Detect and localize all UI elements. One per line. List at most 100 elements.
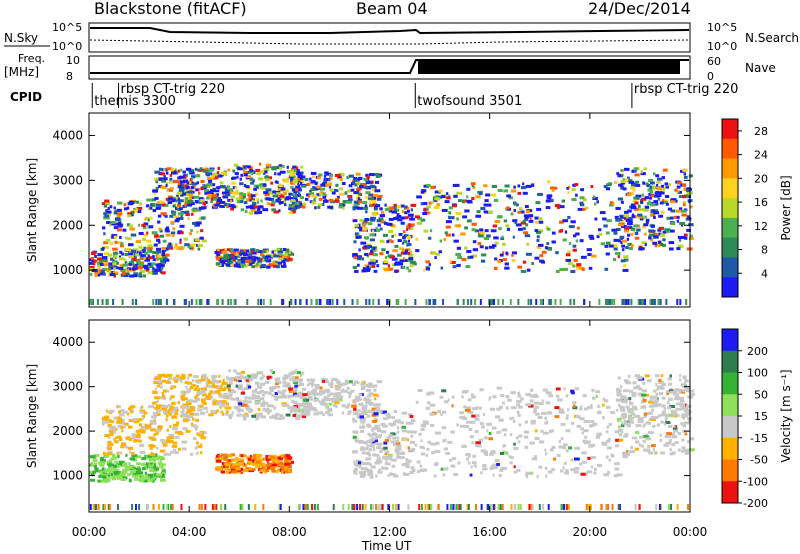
echo-cell: [375, 259, 378, 263]
echo-cell: [245, 259, 250, 263]
echo-cell: [268, 197, 275, 201]
echo-cell: [185, 390, 191, 394]
echo-cell: [467, 256, 470, 260]
echo-cell: [199, 236, 204, 240]
echo-cell: [580, 405, 583, 409]
echo-cell: [210, 183, 216, 187]
echo-cell: [551, 240, 556, 244]
echo-cell: [101, 226, 106, 230]
echo-cell: [370, 249, 374, 253]
echo-cell: [165, 184, 168, 188]
echo-cell: [123, 203, 127, 207]
echo-cell: [529, 394, 535, 398]
echo-cell: [687, 440, 691, 444]
echo-cell: [243, 184, 247, 188]
echo-cell: [610, 299, 613, 305]
echo-cell: [522, 182, 525, 186]
echo-cell: [636, 228, 641, 232]
echo-cell: [570, 220, 576, 224]
echo-cell: [161, 247, 166, 251]
echo-cell: [216, 454, 219, 458]
echo-cell: [655, 392, 659, 396]
echo-cell: [232, 169, 236, 173]
echo-cell: [237, 460, 243, 464]
echo-cell: [283, 200, 287, 204]
echo-cell: [625, 299, 628, 305]
echo-cell: [177, 400, 180, 404]
x-axis-label: Time UT: [361, 539, 412, 553]
echo-cell: [634, 183, 641, 187]
echo-cell: [591, 254, 597, 258]
echo-cell: [115, 436, 118, 440]
echo-cell: [118, 451, 123, 455]
echo-cell: [152, 255, 155, 259]
echo-cell: [423, 268, 426, 272]
echo-cell: [638, 387, 643, 391]
echo-cell: [508, 455, 512, 459]
echo-cell: [665, 415, 669, 419]
echo-cell: [238, 404, 242, 408]
echo-cell: [352, 417, 356, 421]
echo-cell: [642, 439, 646, 443]
echo-cell: [393, 203, 397, 207]
echo-cell: [220, 410, 224, 414]
echo-cell: [623, 255, 629, 259]
echo-cell: [153, 473, 159, 477]
echo-cell: [153, 459, 156, 463]
echo-cell: [641, 241, 647, 245]
echo-cell: [242, 169, 246, 173]
echo-cell: [289, 377, 292, 381]
echo-cell: [138, 265, 142, 269]
echo-cell: [384, 461, 388, 465]
echo-cell: [365, 210, 368, 214]
echo-cell: [304, 397, 307, 401]
echo-cell: [474, 504, 477, 510]
echo-cell: [169, 173, 173, 177]
echo-cell: [277, 197, 282, 201]
echo-cell: [278, 209, 281, 213]
echo-cell: [101, 417, 108, 421]
echo-cell: [660, 380, 664, 384]
echo-cell: [290, 400, 295, 404]
echo-cell: [213, 176, 219, 180]
echo-cell: [390, 240, 394, 244]
echo-cell: [189, 181, 192, 185]
echo-cell: [266, 468, 270, 472]
echo-cell: [279, 391, 284, 395]
echo-cell: [237, 409, 241, 413]
echo-cell: [558, 440, 561, 444]
echo-cell: [614, 251, 621, 255]
echo-cell: [567, 250, 571, 254]
echo-cell: [169, 424, 172, 428]
echo-cell: [466, 195, 469, 199]
echo-cell: [369, 475, 374, 479]
echo-cell: [575, 239, 578, 243]
echo-cell: [620, 169, 624, 173]
echo-cell: [266, 202, 271, 206]
echo-cell: [200, 436, 207, 440]
echo-cell: [605, 405, 611, 409]
echo-cell: [474, 417, 480, 421]
echo-cell: [152, 251, 158, 255]
echo-cell: [445, 233, 452, 237]
echo-cell: [430, 185, 435, 189]
echo-cell: [155, 243, 158, 247]
echo-cell: [547, 504, 550, 510]
echo-cell: [369, 173, 375, 177]
echo-cell: [376, 197, 382, 201]
echo-cell: [533, 401, 539, 405]
echo-cell: [165, 418, 168, 422]
echo-cell: [127, 202, 134, 206]
echo-cell: [683, 233, 688, 237]
echo-cell: [558, 408, 564, 412]
echo-cell: [216, 409, 219, 413]
echo-cell: [629, 416, 635, 420]
echo-cell: [108, 264, 112, 268]
echo-cell: [623, 434, 628, 438]
echo-cell: [560, 422, 566, 426]
echo-cell: [407, 253, 414, 257]
echo-cell: [199, 431, 203, 435]
echo-cell: [103, 204, 108, 208]
echo-cell: [341, 404, 346, 408]
echo-cell: [359, 439, 363, 443]
